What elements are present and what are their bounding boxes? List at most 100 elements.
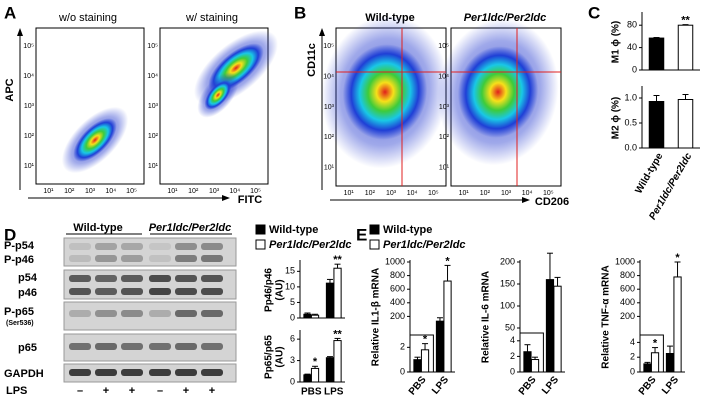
x-tick-label: 10²	[188, 188, 199, 195]
bar	[673, 276, 682, 373]
y-axis-label: APC	[4, 78, 16, 101]
arrowhead	[522, 197, 530, 203]
significance-label: **	[333, 254, 342, 266]
blot-band	[149, 369, 171, 376]
x-tick-label: 10²	[365, 190, 376, 197]
y-tick-label: 10⁵	[323, 43, 334, 50]
x-tick-label: 10²	[480, 190, 491, 197]
x-tick-label: 10²	[64, 188, 75, 195]
y-tick-label: 6	[290, 334, 295, 344]
y-tick-label: 10²	[439, 134, 450, 141]
y-axis-label: Relative IL1-β mRNA	[371, 268, 382, 366]
y-tick-label: 40	[627, 42, 637, 52]
western-blot	[63, 237, 237, 383]
arrowhead	[319, 28, 325, 36]
blot-band	[95, 369, 117, 376]
x-tick-label: 10⁵	[428, 190, 439, 197]
blot-band	[69, 310, 91, 317]
lane-label: –	[77, 385, 83, 397]
bar	[677, 24, 694, 71]
y-tick-label: 10¹	[439, 165, 450, 172]
density-core	[204, 80, 232, 110]
blot-band	[95, 310, 117, 317]
y-tick-label: 100	[500, 300, 515, 310]
blot-band	[149, 288, 171, 295]
density-core	[342, 44, 428, 140]
y-tick-label: 10	[285, 281, 295, 291]
y-tick-label: 400	[620, 297, 635, 307]
blot-band	[69, 243, 91, 250]
y-tick-label: 200	[500, 256, 515, 266]
inset-y-tick-label: 2	[400, 342, 405, 352]
y-axis-label: (AU)	[275, 346, 286, 367]
x-tick-label: 10³	[209, 188, 220, 195]
bar	[545, 279, 555, 373]
blot-band	[175, 255, 197, 262]
y-tick-label: 1000	[385, 256, 405, 266]
blot-band	[175, 288, 197, 295]
bar	[523, 351, 532, 373]
blot-band	[121, 288, 143, 295]
blot-band	[175, 343, 197, 350]
legend-label: Per1ldc/Per2ldc	[269, 239, 352, 251]
y-tick-label: 10⁴	[323, 73, 334, 80]
panel-label: B	[294, 3, 306, 22]
y-tick-label: 3	[290, 355, 295, 365]
bar	[530, 359, 540, 373]
legend-label: Wild-type	[269, 224, 318, 236]
panel-label: D	[4, 225, 16, 244]
y-tick-label: 10⁵	[23, 43, 34, 50]
blot-band	[201, 243, 223, 250]
bar	[310, 367, 320, 383]
y-tick-label: 15	[285, 266, 295, 276]
bar	[665, 353, 675, 373]
arrowhead	[17, 28, 23, 36]
y-tick-label: 10²	[324, 134, 335, 141]
y-tick-label: 10³	[439, 104, 450, 111]
y-tick-label: 10⁵	[147, 43, 158, 50]
y-tick-label: 0	[290, 312, 295, 322]
y-axis-label: Pp46/p46	[264, 268, 275, 312]
x-tick-label: 10¹	[344, 190, 355, 197]
blot-label: p65	[18, 342, 37, 354]
treatment-label: LPS	[6, 385, 27, 397]
bar	[643, 363, 652, 373]
y-axis-label: Relative TNF-α mRNA	[601, 265, 612, 368]
inset-y-tick-label: 2	[510, 351, 515, 361]
x-axis-label: CD206	[535, 196, 569, 208]
bar	[413, 359, 422, 373]
blot-label: P-p46	[4, 254, 34, 266]
blot-band	[149, 310, 171, 317]
blot-band	[69, 369, 91, 376]
y-axis-label: M2 ϕ (%)	[611, 97, 622, 140]
y-tick-label: 50	[505, 322, 515, 332]
legend-swatch	[255, 224, 266, 235]
x-tick-label: PBS	[637, 374, 659, 397]
bar	[333, 267, 342, 319]
x-tick-label: PBS	[407, 374, 429, 397]
y-tick-label: 10⁴	[147, 73, 158, 80]
lane-label: +	[103, 385, 109, 397]
inset-frame	[520, 332, 544, 372]
blot-band	[95, 275, 117, 282]
lane-label: +	[183, 385, 189, 397]
y-axis-label: Pp65/p65	[264, 335, 275, 379]
blot-band	[95, 243, 117, 250]
y-tick-label: 1.0	[624, 92, 637, 102]
y-tick-label: 10⁵	[438, 43, 449, 50]
lane-label: –	[157, 385, 163, 397]
bar	[303, 313, 312, 319]
panel-label: E	[356, 225, 367, 244]
blot-band	[95, 255, 117, 262]
y-axis-label: (AU)	[275, 279, 286, 300]
blot-band	[121, 275, 143, 282]
blot-band	[95, 288, 117, 295]
bar	[553, 285, 562, 373]
significance-label: *	[313, 356, 318, 368]
y-tick-label: 10⁴	[23, 73, 34, 80]
x-tick-label: PBS	[301, 387, 322, 398]
bar	[443, 280, 452, 373]
y-tick-label: 800	[390, 270, 405, 280]
